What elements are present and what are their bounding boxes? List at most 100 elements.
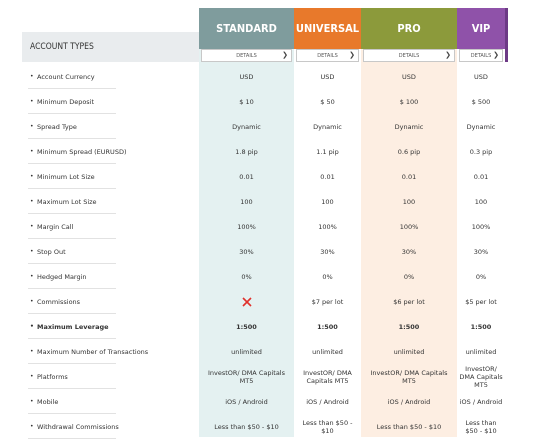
label-text: Minimum Spread (EURUSD)	[37, 147, 127, 156]
column-header: VIP	[457, 8, 505, 49]
cell-value: USD	[320, 72, 335, 81]
cell-value: 0.01	[239, 172, 254, 181]
details-button[interactable]: DETAILS ❯	[296, 49, 359, 62]
cell-value: $ 10	[239, 97, 254, 106]
label-text: Maximum Leverage	[37, 322, 109, 331]
row-label: • Platforms	[30, 364, 200, 389]
cell-value: $7 per lot	[311, 297, 344, 306]
arrow-icon: ❯	[349, 51, 355, 59]
row-separator	[28, 388, 116, 389]
row-separator	[28, 163, 116, 164]
column-header: STANDARD	[199, 8, 294, 49]
cell-value: USD	[402, 72, 416, 81]
cell-value: Less than $50 - $10	[214, 422, 279, 431]
label-text: Minimum Lot Size	[37, 172, 95, 181]
cell-value: 1.1 pip	[316, 147, 339, 156]
cell-value: InvestOR/ DMA Capitals MT5	[459, 364, 503, 389]
row-label: • Commissions	[30, 289, 200, 314]
label-text: Withdrawal Commissions	[37, 422, 119, 431]
row-separator	[28, 113, 116, 114]
cell-value: 30%	[239, 247, 254, 256]
row-separator	[28, 338, 116, 339]
cell-value: $5 per lot	[465, 297, 497, 306]
row-separator	[28, 88, 116, 89]
cell-value: 1:500	[236, 322, 257, 331]
cell-value: 30%	[320, 247, 335, 256]
cell-value: 0%	[241, 272, 252, 281]
column-background	[361, 8, 457, 437]
row-separator	[28, 238, 116, 239]
cell-value: unlimited	[231, 347, 262, 356]
cell-value: 100%	[471, 222, 491, 231]
bullet: •	[30, 298, 34, 305]
cell-value: 100	[474, 197, 488, 206]
row-label: • Margin Call	[30, 214, 200, 239]
bullet: •	[30, 423, 34, 430]
label-text: Minimum Deposit	[37, 97, 95, 106]
row-separator	[28, 213, 116, 214]
bullet: •	[30, 73, 34, 80]
row-label: • Minimum Spread (EURUSD)	[30, 139, 200, 164]
label-text: Mobile	[37, 397, 59, 406]
row-label: • Spread Type	[30, 114, 200, 139]
label-text: Platforms	[37, 372, 68, 381]
cell-value: 100	[321, 197, 334, 206]
vip-edge	[505, 8, 508, 62]
cell-value: InvestOR/ DMA Capitals MT5	[207, 368, 285, 385]
arrow-icon: ❯	[282, 51, 288, 59]
column-header: PRO	[361, 8, 457, 49]
label-text: Maximum Lot Size	[37, 197, 97, 206]
label-text: Maximum Number of Transactions	[37, 347, 149, 356]
bullet: •	[30, 98, 34, 105]
row-label: • Maximum Lot Size	[30, 189, 200, 214]
cell-value: $ 50	[320, 97, 335, 106]
bullet: •	[30, 398, 34, 405]
cell-value: iOS / Android	[306, 397, 349, 406]
cell-value: unlimited	[312, 347, 343, 356]
cell-value: unlimited	[393, 347, 425, 356]
cell-value: 0%	[322, 272, 333, 281]
bullet: •	[30, 373, 34, 380]
cell-value: 1.8 pip	[235, 147, 258, 156]
label-text: Account Currency	[37, 72, 95, 81]
details-button[interactable]: DETAILS ❯	[201, 49, 292, 62]
label-text: Spread Type	[37, 122, 77, 131]
label-text: Commissions	[37, 297, 81, 306]
cell-value: 100	[240, 197, 253, 206]
column-header: UNIVERSAL	[294, 8, 361, 49]
account-types-header: ACCOUNT TYPES	[22, 32, 199, 62]
cell-value: Dynamic	[232, 122, 261, 131]
arrow-icon: ❯	[445, 51, 451, 59]
bullet: •	[30, 273, 34, 280]
cell-value: 1:500	[470, 322, 492, 331]
cell-value: Dynamic	[466, 122, 496, 131]
column-background	[199, 8, 294, 437]
cell-value: 0.3 pip	[469, 147, 493, 156]
column-background	[294, 8, 361, 437]
cell-value: Dynamic	[394, 122, 424, 131]
bullet: •	[30, 248, 34, 255]
cell-value: 0.6 pip	[397, 147, 421, 156]
cell-value: 0.01	[320, 172, 335, 181]
cell-value: Less than $50 - $10	[302, 418, 353, 435]
not-available-icon	[201, 289, 292, 314]
cell-value: $ 100	[399, 97, 419, 106]
cell-value: unlimited	[465, 347, 497, 356]
bullet: •	[30, 348, 34, 355]
details-button[interactable]: DETAILS ❯	[363, 49, 455, 62]
details-button[interactable]: DETAILS ❯	[459, 49, 503, 62]
row-label: • Account Currency	[30, 64, 200, 89]
row-separator	[28, 188, 116, 189]
cell-value: 100%	[399, 222, 419, 231]
row-label: • Minimum Lot Size	[30, 164, 200, 189]
cell-value: InvestOR/ DMA Capitals MT5	[303, 368, 352, 385]
cell-value: Less than $50 - $10	[465, 418, 497, 435]
row-separator	[28, 288, 116, 289]
bullet: •	[30, 123, 34, 130]
bullet: •	[30, 148, 34, 155]
row-separator	[28, 363, 116, 364]
bullet: •	[30, 223, 34, 230]
cell-value: 1:500	[398, 322, 420, 331]
cell-value: Dynamic	[313, 122, 342, 131]
cell-value: iOS / Android	[225, 397, 268, 406]
